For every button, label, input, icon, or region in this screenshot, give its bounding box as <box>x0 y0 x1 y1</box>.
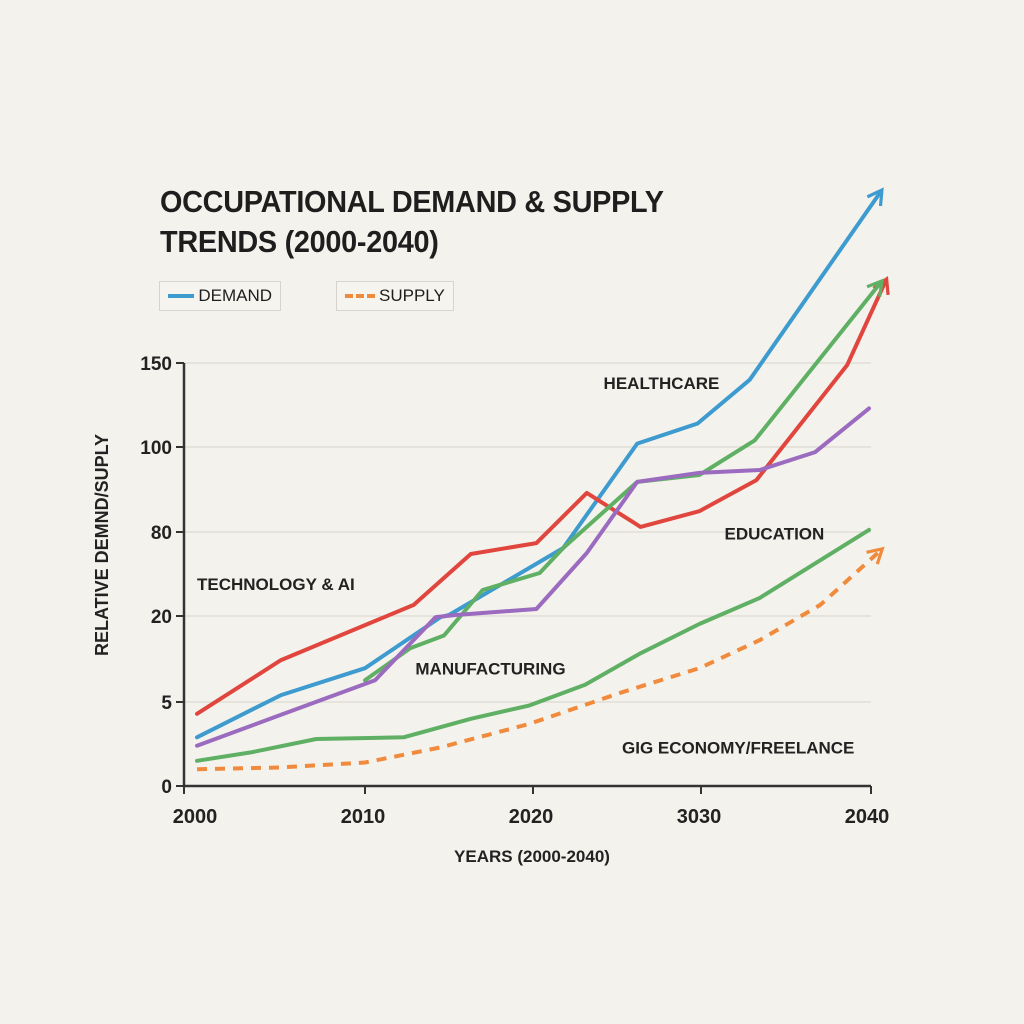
series-line-education <box>195 527 871 763</box>
series-line-technology-ai <box>195 275 890 716</box>
annotation-label: MANUFACTURING <box>415 660 565 679</box>
y-tick-label: 20 <box>151 607 172 628</box>
legend-swatch-supply <box>345 294 375 298</box>
x-axis-title: YEARS (2000-2040) <box>454 847 610 866</box>
x-tick-label: 2010 <box>341 806 386 828</box>
x-tick-label: 2040 <box>845 806 890 828</box>
series-line-gig-economy-freelance-supply- <box>196 546 885 772</box>
annotation-label: GIG ECONOMY/FREELANCE <box>622 738 854 757</box>
legend-label-supply: SUPPLY <box>379 286 445 305</box>
legend-item-demand: DEMAND <box>159 281 281 311</box>
legend-item-supply: SUPPLY <box>336 281 454 311</box>
x-tick-label: 2020 <box>509 806 554 828</box>
y-tick-label: 0 <box>161 777 172 798</box>
y-tick-label: 150 <box>140 354 172 375</box>
y-axis-title: RELATIVE DEMND/SUPLY <box>92 434 112 656</box>
chart-title-line-2: TRENDS (2000-2040) <box>160 224 439 259</box>
annotation-label: HEALTHCARE <box>604 374 720 393</box>
chart-title: OCCUPATIONAL DEMAND & SUPPLY TRENDS (200… <box>160 182 664 262</box>
series-line-manufacturing <box>363 278 885 683</box>
chart-title-line-1: OCCUPATIONAL DEMAND & SUPPLY <box>160 184 664 219</box>
x-tick-label: 3030 <box>677 806 722 828</box>
y-tick-label: 5 <box>161 693 172 714</box>
legend-swatch-demand <box>168 294 195 298</box>
y-tick-label: 80 <box>151 523 172 544</box>
y-tick-label: 100 <box>140 438 172 459</box>
legend-label-demand: DEMAND <box>198 286 272 305</box>
annotation-label: TECHNOLOGY & AI <box>197 575 355 594</box>
x-tick-label: 2000 <box>173 806 218 828</box>
series-line-other-occupations <box>195 406 871 748</box>
annotation-label: EDUCATION <box>725 524 825 543</box>
